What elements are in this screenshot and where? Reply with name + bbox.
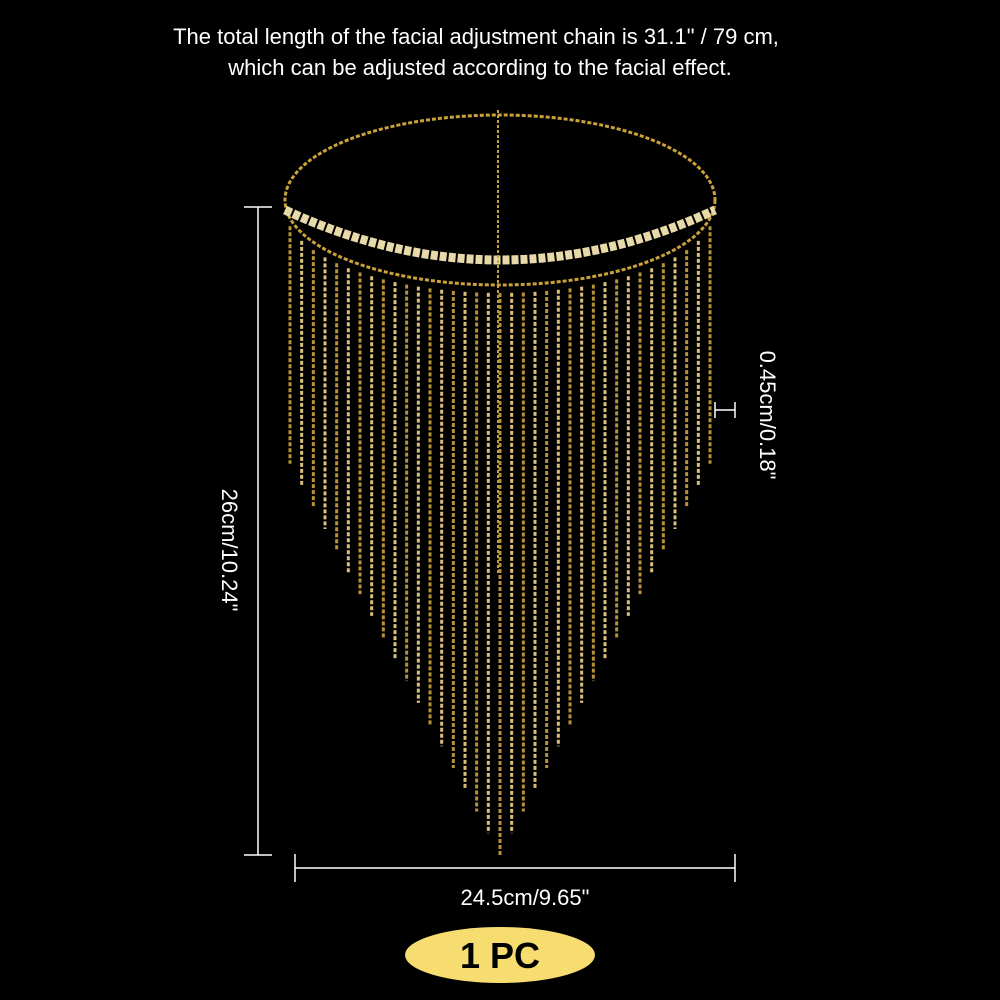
width-measure	[294, 854, 736, 882]
badge-shape	[405, 927, 595, 983]
caption-line: The total length of the facial adjustmen…	[173, 24, 779, 49]
caption-line: which can be adjusted according to the f…	[227, 55, 731, 80]
stone-label: 0.45cm/0.18"	[755, 351, 780, 480]
chain	[283, 113, 717, 287]
height-label: 26cm/10.24"	[217, 489, 242, 612]
badge-label: 1 PC	[460, 935, 540, 976]
height-measure	[244, 206, 272, 856]
necklace	[283, 110, 717, 855]
stone-measure	[714, 402, 736, 418]
rhinestone-band	[283, 205, 717, 265]
width-label: 24.5cm/9.65"	[461, 885, 590, 910]
